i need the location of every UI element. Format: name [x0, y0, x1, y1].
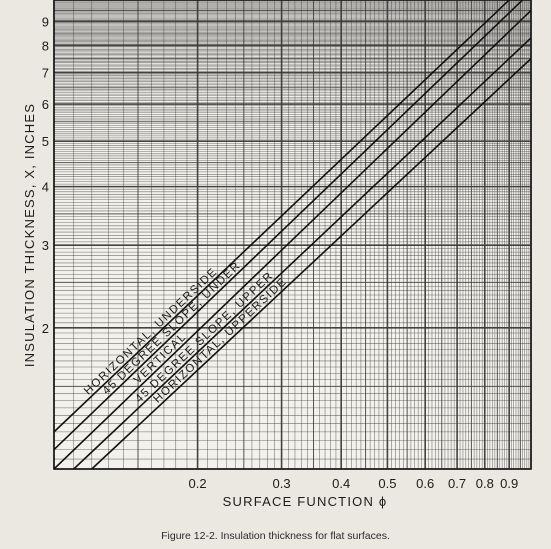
plot-background: [54, 0, 531, 469]
x-tick-label: 0.2: [189, 476, 207, 491]
y-tick-label: 3: [42, 238, 49, 253]
y-axis-title: INSULATION THICKNESS, X, INCHES: [22, 103, 37, 367]
x-tick-label: 0.4: [332, 476, 350, 491]
series-line: [91, 58, 531, 469]
x-tick-label: 0.5: [378, 476, 396, 491]
x-tick-label: 0.9: [500, 476, 518, 491]
y-tick-label: 2: [42, 321, 49, 336]
x-axis-title: SURFACE FUNCTION ϕ: [223, 494, 388, 509]
chart-tick-labels: 0.2 0.3 0.4 0.5 0.6 0.7 0.8 0.9 2 3 4 5 6 7 8 9: [42, 15, 518, 492]
y-tick-label: 8: [42, 39, 49, 54]
figure-caption: Figure 12-2. Insulation thickness for fl…: [161, 530, 390, 542]
x-tick-label: 0.8: [476, 476, 494, 491]
y-tick-label: 6: [42, 97, 49, 112]
x-tick-label: 0.6: [416, 476, 434, 491]
y-tick-label: 7: [42, 66, 49, 81]
y-tick-label: 5: [42, 134, 49, 149]
y-tick-label: 4: [42, 180, 49, 195]
plot-frame: [53, 0, 532, 470]
series-line: [54, 0, 524, 451]
chart-curves: [54, 0, 531, 469]
series-line: [54, 9, 531, 469]
x-tick-label: 0.3: [273, 476, 291, 491]
series-line: [54, 0, 510, 433]
series-line: [73, 37, 531, 469]
x-tick-label: 0.7: [448, 476, 466, 491]
chart-grid: [53, 0, 532, 470]
y-tick-label: 9: [42, 15, 49, 30]
